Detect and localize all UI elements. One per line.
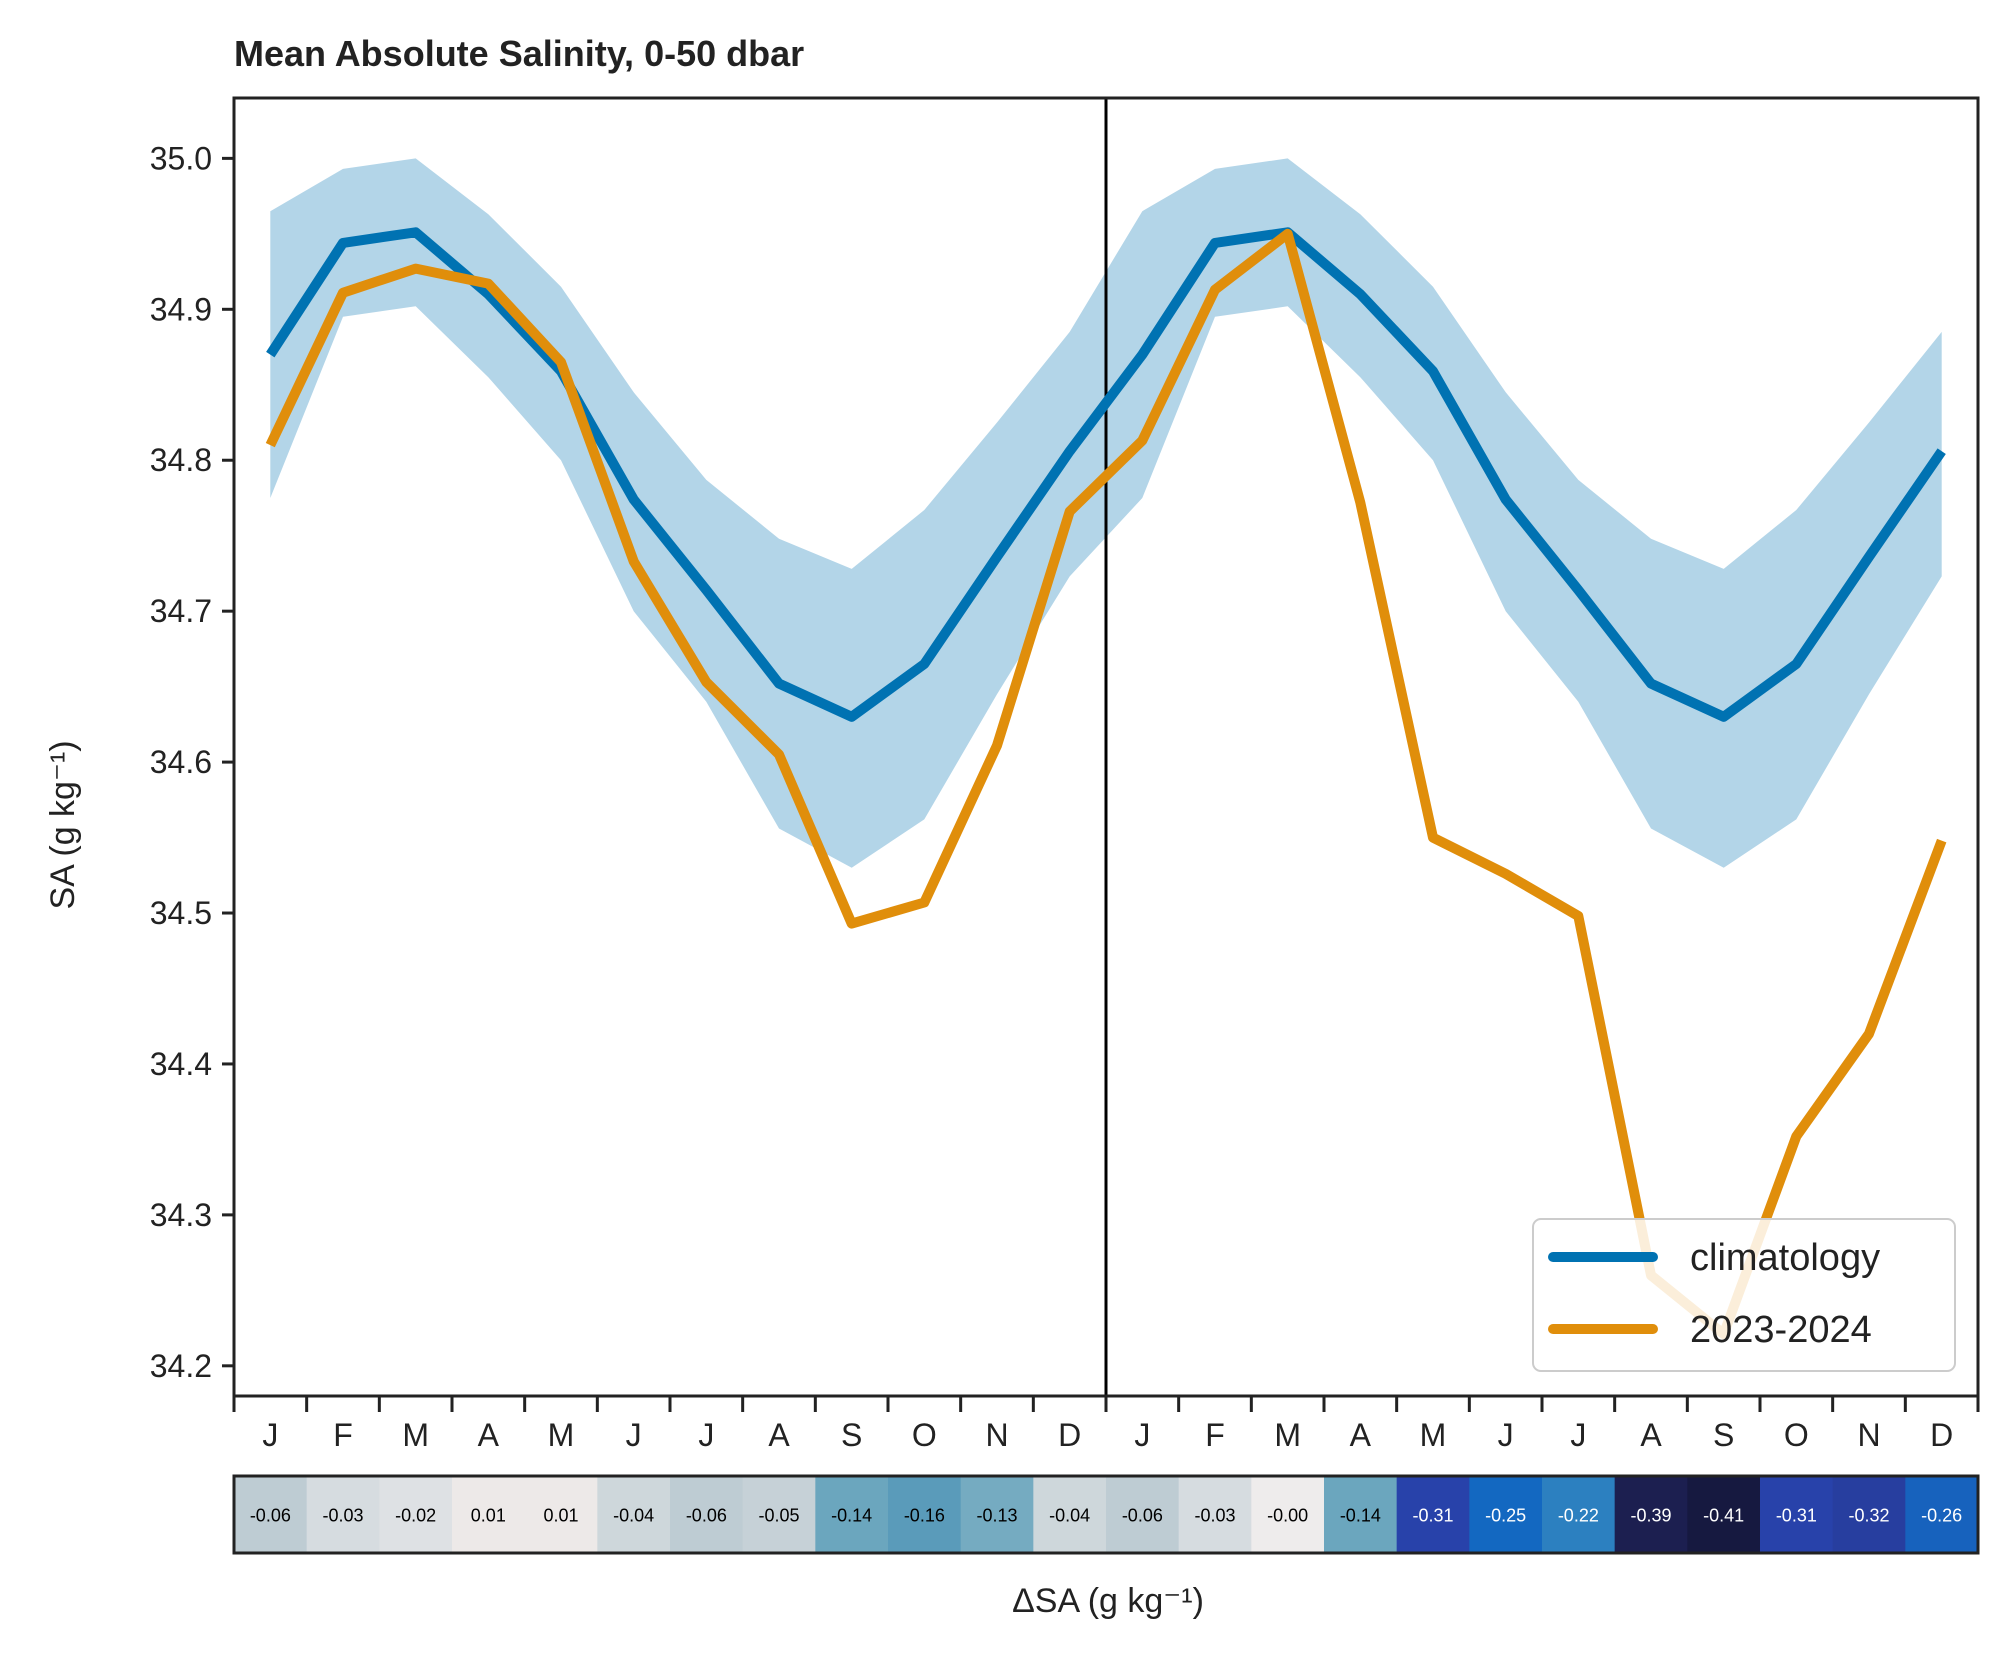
y-tick-label: 34.9: [150, 291, 212, 327]
x-tick-label: F: [1205, 1417, 1225, 1453]
chart-title: Mean Absolute Salinity, 0-50 dbar: [234, 33, 804, 74]
x-tick-label: A: [1350, 1417, 1372, 1453]
delta-cell: [960, 1476, 1034, 1553]
x-tick-label: J: [1570, 1417, 1586, 1453]
x-tick-label: A: [1640, 1417, 1662, 1453]
x-tick-label: O: [1784, 1417, 1809, 1453]
delta-cell: [452, 1476, 526, 1553]
delta-axis-label: ΔSA (g kg⁻¹): [1012, 1582, 1204, 1620]
delta-cell-label: -0.39: [1630, 1506, 1671, 1526]
delta-cell-label: -0.25: [1485, 1506, 1526, 1526]
x-tick-label: A: [478, 1417, 500, 1453]
delta-cell-label: -0.04: [1049, 1506, 1090, 1526]
delta-strip-frame: [232, 1474, 1980, 1555]
y-tick-label: 34.3: [150, 1197, 212, 1233]
legend-label-climatology: climatology: [1690, 1237, 1880, 1279]
delta-cell-label: -0.06: [1122, 1506, 1163, 1526]
plot-area: [232, 96, 1980, 1398]
y-tick-label: 34.4: [150, 1046, 212, 1082]
delta-cell-label: -0.05: [758, 1506, 799, 1526]
delta-strip: -0.06 -0.03 -0.02 0.01 0.01 -0.04 -0.06 -0.05 -0…: [234, 1476, 1979, 1553]
delta-cell: [1469, 1476, 1543, 1553]
x-tick-label: J: [1498, 1417, 1514, 1453]
delta-cell-label: -0.04: [613, 1506, 654, 1526]
x-tick-label: J: [626, 1417, 642, 1453]
delta-cell-label: -0.22: [1558, 1506, 1599, 1526]
x-tick-label: N: [1857, 1417, 1880, 1453]
legend: climatology 2023-2024: [1532, 1218, 1956, 1372]
delta-cell-label: -0.31: [1776, 1506, 1817, 1526]
delta-cell: [1905, 1476, 1979, 1553]
delta-cell-label: -0.03: [1194, 1506, 1235, 1526]
delta-cell: [1324, 1476, 1398, 1553]
delta-cell: [1542, 1476, 1616, 1553]
delta-cell: [1687, 1476, 1761, 1553]
delta-cell: [815, 1476, 889, 1553]
delta-cell: [1396, 1476, 1470, 1553]
y-tick-label: 34.8: [150, 442, 212, 478]
delta-cell: [1033, 1476, 1107, 1553]
y-tick-label: 35.0: [150, 140, 212, 176]
delta-cell: [1760, 1476, 1834, 1553]
climatology-line: [266, 227, 1946, 722]
x-tick-label: O: [912, 1417, 937, 1453]
y-tick-label: 34.7: [150, 593, 212, 629]
x-tick-label: M: [548, 1417, 575, 1453]
delta-cell-label: -0.16: [904, 1506, 945, 1526]
delta-cell-label: -0.14: [1340, 1506, 1381, 1526]
y-axis: 34.2 34.3 34.4 34.5 34.6 34.7 34.8 34.9 35.0: [150, 140, 234, 1384]
delta-cell: [888, 1476, 962, 1553]
delta-cell-label: -0.03: [322, 1506, 363, 1526]
legend-label-2023-2024: 2023-2024: [1690, 1309, 1872, 1351]
delta-cell-label: 0.01: [471, 1506, 506, 1526]
x-tick-label: M: [402, 1417, 429, 1453]
x-tick-label: J: [1134, 1417, 1150, 1453]
delta-cell-label: -0.31: [1412, 1506, 1453, 1526]
y-tick-label: 34.2: [150, 1348, 212, 1384]
delta-cell: [597, 1476, 671, 1553]
delta-cell-label: -0.41: [1703, 1506, 1744, 1526]
x-tick-label: D: [1930, 1417, 1953, 1453]
delta-cell: [524, 1476, 598, 1553]
x-tick-label: N: [985, 1417, 1008, 1453]
y-axis-label: SA (g kg⁻¹): [44, 740, 82, 909]
delta-cell: [1106, 1476, 1180, 1553]
x-tick-label: M: [1420, 1417, 1447, 1453]
delta-cell-label: -0.02: [395, 1506, 436, 1526]
delta-cell: [670, 1476, 744, 1553]
delta-cell: [234, 1476, 308, 1553]
delta-cell: [1832, 1476, 1906, 1553]
delta-cell: [1251, 1476, 1325, 1553]
delta-cell-label: -0.06: [686, 1506, 727, 1526]
delta-cell: [306, 1476, 380, 1553]
delta-cell-label: -0.32: [1848, 1506, 1889, 1526]
delta-cell: [1614, 1476, 1688, 1553]
delta-cell-label: 0.01: [543, 1506, 578, 1526]
x-tick-label: A: [768, 1417, 790, 1453]
delta-cell-label: -0.13: [976, 1506, 1017, 1526]
x-tick-label: S: [1713, 1417, 1734, 1453]
x-tick-label: F: [333, 1417, 353, 1453]
delta-cell: [742, 1476, 816, 1553]
y-tick-label: 34.5: [150, 895, 212, 931]
x-tick-label: S: [841, 1417, 862, 1453]
delta-cell-label: -0.06: [250, 1506, 291, 1526]
delta-cell-label: -0.26: [1921, 1506, 1962, 1526]
delta-cell-label: -0.14: [831, 1506, 872, 1526]
delta-cell-label: -0.00: [1267, 1506, 1308, 1526]
x-tick-label: J: [698, 1417, 714, 1453]
x-tick-label: D: [1058, 1417, 1081, 1453]
y-tick-label: 34.6: [150, 744, 212, 780]
x-tick-label: M: [1274, 1417, 1301, 1453]
delta-cell: [1178, 1476, 1252, 1553]
x-tick-label: J: [262, 1417, 278, 1453]
delta-cell: [379, 1476, 453, 1553]
